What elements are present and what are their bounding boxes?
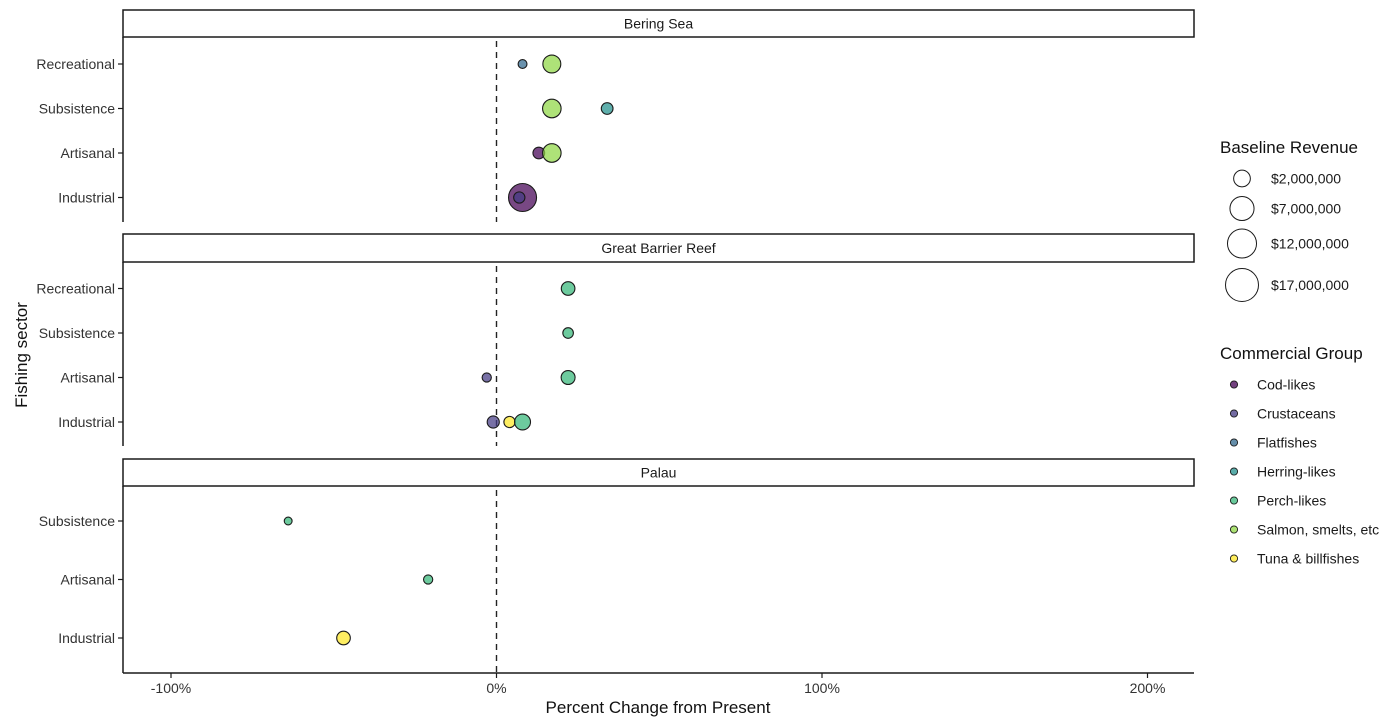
data-point-tuna-billfishes <box>336 630 351 646</box>
data-point-perch-likes <box>283 516 293 526</box>
size-legend-key <box>1229 195 1255 222</box>
panel-title: Bering Sea <box>624 16 693 32</box>
x-tick-label: 0% <box>486 680 506 696</box>
x-axis-title: Percent Change from Present <box>546 698 771 717</box>
y-tick-label-subsistence: Subsistence <box>39 325 115 341</box>
data-point-perch-likes <box>560 281 576 296</box>
y-axis-title: Fishing sector <box>12 302 31 408</box>
y-tick-label-subsistence: Subsistence <box>39 101 115 117</box>
color-legend-key-perch-likes <box>1229 496 1239 505</box>
y-tick-label-industrial: Industrial <box>58 630 115 646</box>
size-legend-title: Baseline Revenue <box>1220 138 1358 157</box>
data-point-herring-likes <box>600 102 614 115</box>
size-legend-label: $12,000,000 <box>1271 236 1349 252</box>
color-legend-key-cod-likes <box>1229 380 1239 389</box>
size-legend-key <box>1233 169 1251 188</box>
x-tick-label: 100% <box>804 680 840 696</box>
color-legend-key-salmon-smelts-etc <box>1229 525 1239 534</box>
data-point-perch-likes <box>560 369 576 386</box>
x-axis: -100% 0% 100% 200% <box>151 673 1166 696</box>
y-tick-label-industrial: Industrial <box>58 190 115 206</box>
y-tick-label-artisanal: Artisanal <box>61 370 115 386</box>
y-tick-label-artisanal: Artisanal <box>61 572 115 588</box>
x-tick-label: 200% <box>1130 680 1166 696</box>
y-tick-label-industrial: Industrial <box>58 414 115 430</box>
panel-strip <box>122 9 1195 38</box>
color-legend-key-flatfishes <box>1229 438 1239 447</box>
color-legend: Cod-likes Crustaceans Flatfishes Herring-li… <box>1229 377 1379 567</box>
color-legend-key-crustaceans <box>1229 409 1239 418</box>
x-tick-label: -100% <box>151 680 191 696</box>
color-legend-label: Crustaceans <box>1257 406 1336 422</box>
panel-bering-sea: Bering Sea Recreational Subsistence Artisan… <box>36 9 1195 222</box>
panel-strip <box>122 233 1195 263</box>
color-legend-label: Cod-likes <box>1257 377 1315 393</box>
panel-great-barrier-reef: Great Barrier Reef Recreational Subsistenc… <box>36 233 1195 446</box>
panel-palau: Palau Subsistence Artisanal Industrial <box>39 458 1195 674</box>
data-point-crustaceans <box>513 191 526 204</box>
data-point-salmon-smelts-etc <box>542 54 562 74</box>
panel-title: Palau <box>641 465 677 481</box>
size-legend-label: $17,000,000 <box>1271 277 1349 293</box>
size-legend: $2,000,000 $7,000,000 $12,000,000 $17,000,0… <box>1225 169 1349 302</box>
color-legend-label: Perch-likes <box>1257 493 1326 509</box>
color-legend-label: Tuna & billfishes <box>1257 551 1359 567</box>
data-point-perch-likes <box>422 574 434 585</box>
color-legend-label: Flatfishes <box>1257 435 1317 451</box>
y-tick-label-artisanal: Artisanal <box>61 145 115 161</box>
y-tick-label-recreational: Recreational <box>36 281 115 297</box>
data-point-crustaceans <box>486 415 500 429</box>
size-legend-key <box>1225 268 1259 302</box>
size-legend-label: $7,000,000 <box>1271 201 1341 217</box>
data-point-flatfishes <box>517 58 528 70</box>
size-legend-label: $2,000,000 <box>1271 171 1341 187</box>
panels: Bering Sea Recreational Subsistence Artisan… <box>36 9 1195 674</box>
data-point-perch-likes <box>562 327 574 339</box>
legends: Baseline Revenue $2,000,000 $7,000,000 $12… <box>1220 138 1379 567</box>
color-legend-label: Herring-likes <box>1257 464 1336 480</box>
data-point-salmon-smelts-etc <box>542 143 562 163</box>
y-tick-label-subsistence: Subsistence <box>39 513 115 529</box>
y-tick-label-recreational: Recreational <box>36 56 115 72</box>
data-point-crustaceans <box>481 372 492 383</box>
color-legend-title: Commercial Group <box>1220 344 1363 363</box>
data-point-perch-likes <box>514 413 532 431</box>
size-legend-key <box>1226 228 1258 259</box>
data-point-salmon-smelts-etc <box>542 98 562 119</box>
panel-title: Great Barrier Reef <box>601 240 715 256</box>
data-point-tuna-billfishes <box>503 415 516 429</box>
color-legend-key-tuna-billfishes <box>1229 554 1239 563</box>
color-legend-key-herring-likes <box>1229 467 1239 476</box>
color-legend-label: Salmon, smelts, etc <box>1257 522 1379 538</box>
panel-strip <box>122 458 1195 487</box>
